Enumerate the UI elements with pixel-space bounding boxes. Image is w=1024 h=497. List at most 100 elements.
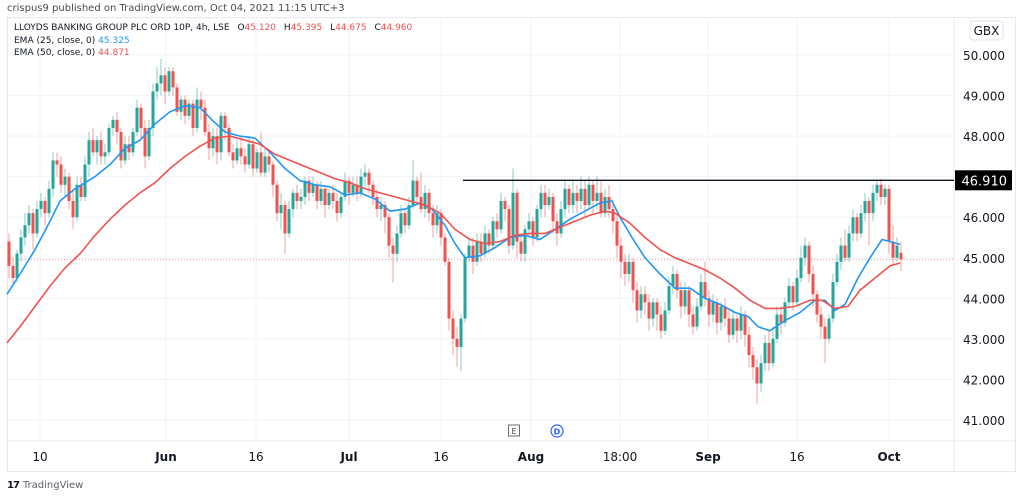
earnings-event-label: E (511, 427, 516, 436)
candle (851, 209, 855, 242)
candle-body (275, 184, 279, 214)
tradingview-brand[interactable]: TradingView (22, 480, 84, 491)
horizontal-line-price-label: 46.910 (962, 174, 1008, 189)
candle (647, 294, 651, 331)
candle-body (135, 107, 139, 133)
candle (375, 188, 379, 218)
open-label: O (237, 23, 245, 33)
candle (695, 298, 699, 331)
candle-body (895, 245, 899, 258)
ema50-value: 44.871 (98, 48, 130, 58)
ema25-legend-row[interactable]: EMA (25, close, 0) 45.325 (14, 35, 412, 48)
candle (839, 237, 843, 270)
candle (735, 314, 739, 343)
symbol-legend-row[interactable]: LLOYDS BANKING GROUP PLC ORD 10P, 4h, LS… (14, 22, 412, 35)
candle-body (623, 261, 627, 274)
candle-body (539, 192, 543, 210)
chart-legend: LLOYDS BANKING GROUP PLC ORD 10P, 4h, LS… (14, 22, 412, 60)
candle (883, 184, 887, 206)
candle (31, 209, 35, 250)
candle-body (435, 213, 439, 226)
earnings-event-icon[interactable] (508, 424, 520, 437)
candle-body (367, 172, 371, 185)
candle (859, 205, 863, 238)
candle (731, 310, 735, 339)
candle-body (159, 75, 163, 84)
candle-body (323, 188, 327, 206)
candle (423, 184, 427, 218)
ema50-legend-row[interactable]: EMA (50, close, 0) 44.871 (14, 47, 412, 60)
candle (715, 298, 719, 335)
candle (307, 176, 311, 201)
candle-body (707, 298, 711, 315)
candle-body (815, 294, 819, 315)
dividend-event-icon[interactable] (550, 424, 564, 438)
candle-body (79, 184, 83, 197)
candle-body (339, 196, 343, 214)
candle-body (123, 144, 127, 161)
candle (455, 326, 459, 368)
candle-body (87, 140, 91, 165)
candle (407, 196, 411, 230)
price-axis[interactable]: 50.000 49.000 48.000 46.000 45.000 44.000 43.0… (963, 49, 1005, 428)
candle-body (19, 237, 23, 254)
candle-body (755, 367, 759, 384)
candle-body (631, 261, 635, 291)
candle (159, 59, 163, 96)
candle (447, 257, 451, 331)
close-label: C (374, 23, 381, 33)
candle (539, 184, 543, 218)
candle-body (507, 209, 511, 246)
candle-body (255, 152, 259, 169)
low-value: 44.675 (335, 23, 367, 33)
horizontal-line-46-910[interactable]: 46.910 (463, 170, 1012, 191)
candle (211, 127, 215, 157)
candle-body (759, 363, 763, 384)
candle-body (451, 318, 455, 339)
candle-body (423, 192, 427, 210)
candle-body (647, 302, 651, 319)
price-tick-label: 41.000 (963, 414, 1005, 428)
candle (519, 233, 523, 262)
candle (675, 269, 679, 299)
candle (567, 184, 571, 214)
candle-body (899, 252, 903, 260)
candle-body (375, 196, 379, 210)
candle (11, 257, 15, 287)
candle (115, 111, 119, 145)
candle-body (635, 290, 639, 311)
currency-badge[interactable]: GBX (969, 20, 1004, 41)
candle-body (531, 221, 535, 238)
time-axis[interactable]: 10 Jun 16 Jul 16 Aug 18:00 Sep 16 Oct (32, 450, 900, 464)
candle-body (863, 200, 867, 214)
candle-body (179, 99, 183, 112)
candle-body (503, 200, 507, 210)
candle-body (31, 213, 35, 234)
candle (627, 253, 631, 283)
candle (343, 172, 347, 201)
candle-body (55, 160, 59, 165)
candle-body (407, 205, 411, 226)
time-tick-label: Oct (877, 450, 900, 464)
ema25-label: EMA (25, close, 0) (14, 35, 96, 46)
candle (803, 237, 807, 266)
candle (139, 103, 143, 141)
close-value: 44.960 (380, 23, 413, 33)
candle-body (471, 245, 475, 262)
candle-body (463, 257, 467, 319)
candle-body (383, 205, 387, 218)
low-label: L (330, 23, 336, 33)
candle-body (587, 184, 591, 206)
candle-body (115, 119, 119, 133)
candle-body (523, 229, 527, 254)
candle-body (43, 200, 47, 214)
candle-body (803, 245, 807, 258)
candle (699, 273, 703, 311)
candle-body (291, 192, 295, 210)
candle (563, 180, 567, 218)
candle-body (639, 294, 643, 311)
candle (151, 83, 155, 137)
candle (191, 99, 195, 137)
